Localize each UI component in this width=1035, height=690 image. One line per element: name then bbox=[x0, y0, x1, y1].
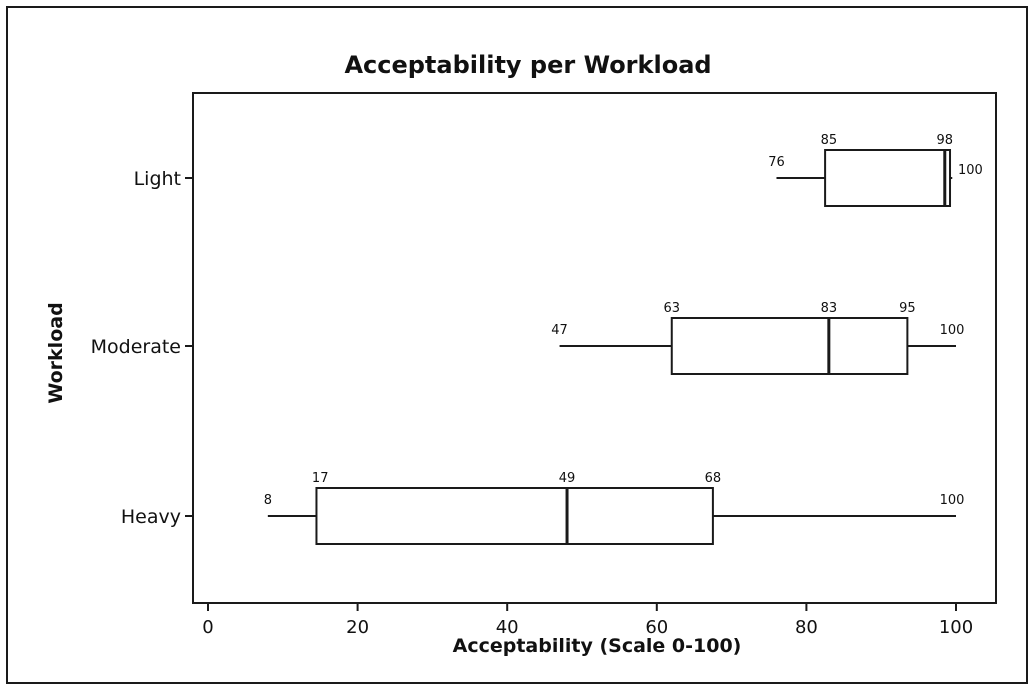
data-label: 76 bbox=[768, 155, 785, 170]
data-label: 98 bbox=[937, 133, 954, 148]
x-tick-label: 60 bbox=[645, 617, 668, 638]
y-category-label: Moderate bbox=[91, 336, 181, 358]
x-tick-label: 100 bbox=[939, 617, 973, 638]
y-axis-title: Workload bbox=[45, 302, 67, 403]
x-axis: 0 20 40 60 80 100 bbox=[202, 603, 973, 638]
data-label: 8 bbox=[264, 493, 272, 508]
x-axis-title: Acceptability (Scale 0-100) bbox=[453, 635, 742, 657]
y-category-label: Light bbox=[134, 168, 181, 190]
data-label: 83 bbox=[821, 301, 838, 316]
box-group: 76 85 98 100 47 63 83 95 100 8 17 49 68 100 bbox=[264, 133, 983, 545]
boxplot-chart: Acceptability per Workload Acceptability… bbox=[45, 51, 997, 657]
box-moderate bbox=[670, 317, 909, 375]
chart-frame: Acceptability per Workload Acceptability… bbox=[6, 6, 1028, 684]
plot-area bbox=[192, 92, 997, 604]
data-label: 100 bbox=[958, 163, 983, 178]
x-tick-label: 0 bbox=[202, 617, 213, 638]
box-light bbox=[824, 149, 952, 207]
data-label: 49 bbox=[559, 471, 576, 486]
data-label: 63 bbox=[663, 301, 680, 316]
data-label: 85 bbox=[821, 133, 838, 148]
chart-title: Acceptability per Workload bbox=[344, 51, 711, 79]
box-heavy bbox=[315, 487, 714, 545]
data-label: 100 bbox=[940, 493, 965, 508]
x-tick-label: 20 bbox=[346, 617, 369, 638]
x-tick-label: 40 bbox=[496, 617, 519, 638]
data-label: 47 bbox=[551, 323, 568, 338]
data-label: 17 bbox=[312, 471, 329, 486]
x-tick-label: 80 bbox=[795, 617, 818, 638]
y-category-label: Heavy bbox=[121, 506, 181, 528]
data-label: 95 bbox=[899, 301, 916, 316]
data-label: 100 bbox=[940, 323, 965, 338]
y-axis: Light Moderate Heavy bbox=[91, 168, 193, 528]
data-label: 68 bbox=[705, 471, 722, 486]
